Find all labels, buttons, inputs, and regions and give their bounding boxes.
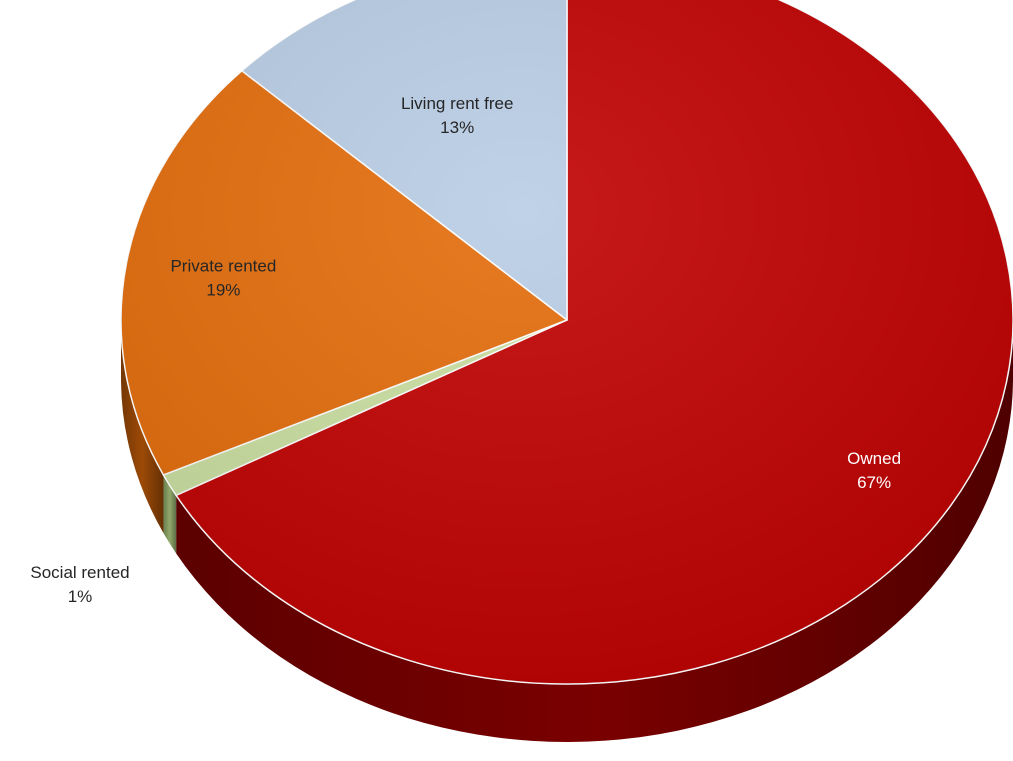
- pie-top-gloss: [121, 0, 1013, 684]
- slice-label-name-owned: Owned: [847, 449, 901, 468]
- pie-sides: [121, 320, 1013, 743]
- slice-label-value-owned: 67%: [857, 473, 891, 492]
- slice-label-value-living-rent-free: 13%: [440, 118, 474, 137]
- slice-label-name-private-rented: Private rented: [170, 257, 276, 276]
- slice-side-shade-owned: [176, 320, 1013, 743]
- slice-label-name-social-rented: Social rented: [30, 563, 129, 582]
- slice-side-shade-social-rented: [163, 474, 177, 554]
- pie-labels: Owned 67% Social rented 1% Private rented 19%…: [30, 94, 901, 606]
- slice-label-value-social-rented: 1%: [68, 587, 93, 606]
- slice-label-name-living-rent-free: Living rent free: [401, 94, 513, 113]
- pie-tops: [120, 0, 1013, 685]
- slice-side-shade-private-rented: [121, 320, 164, 533]
- slice-label-value-private-rented: 19%: [206, 281, 240, 300]
